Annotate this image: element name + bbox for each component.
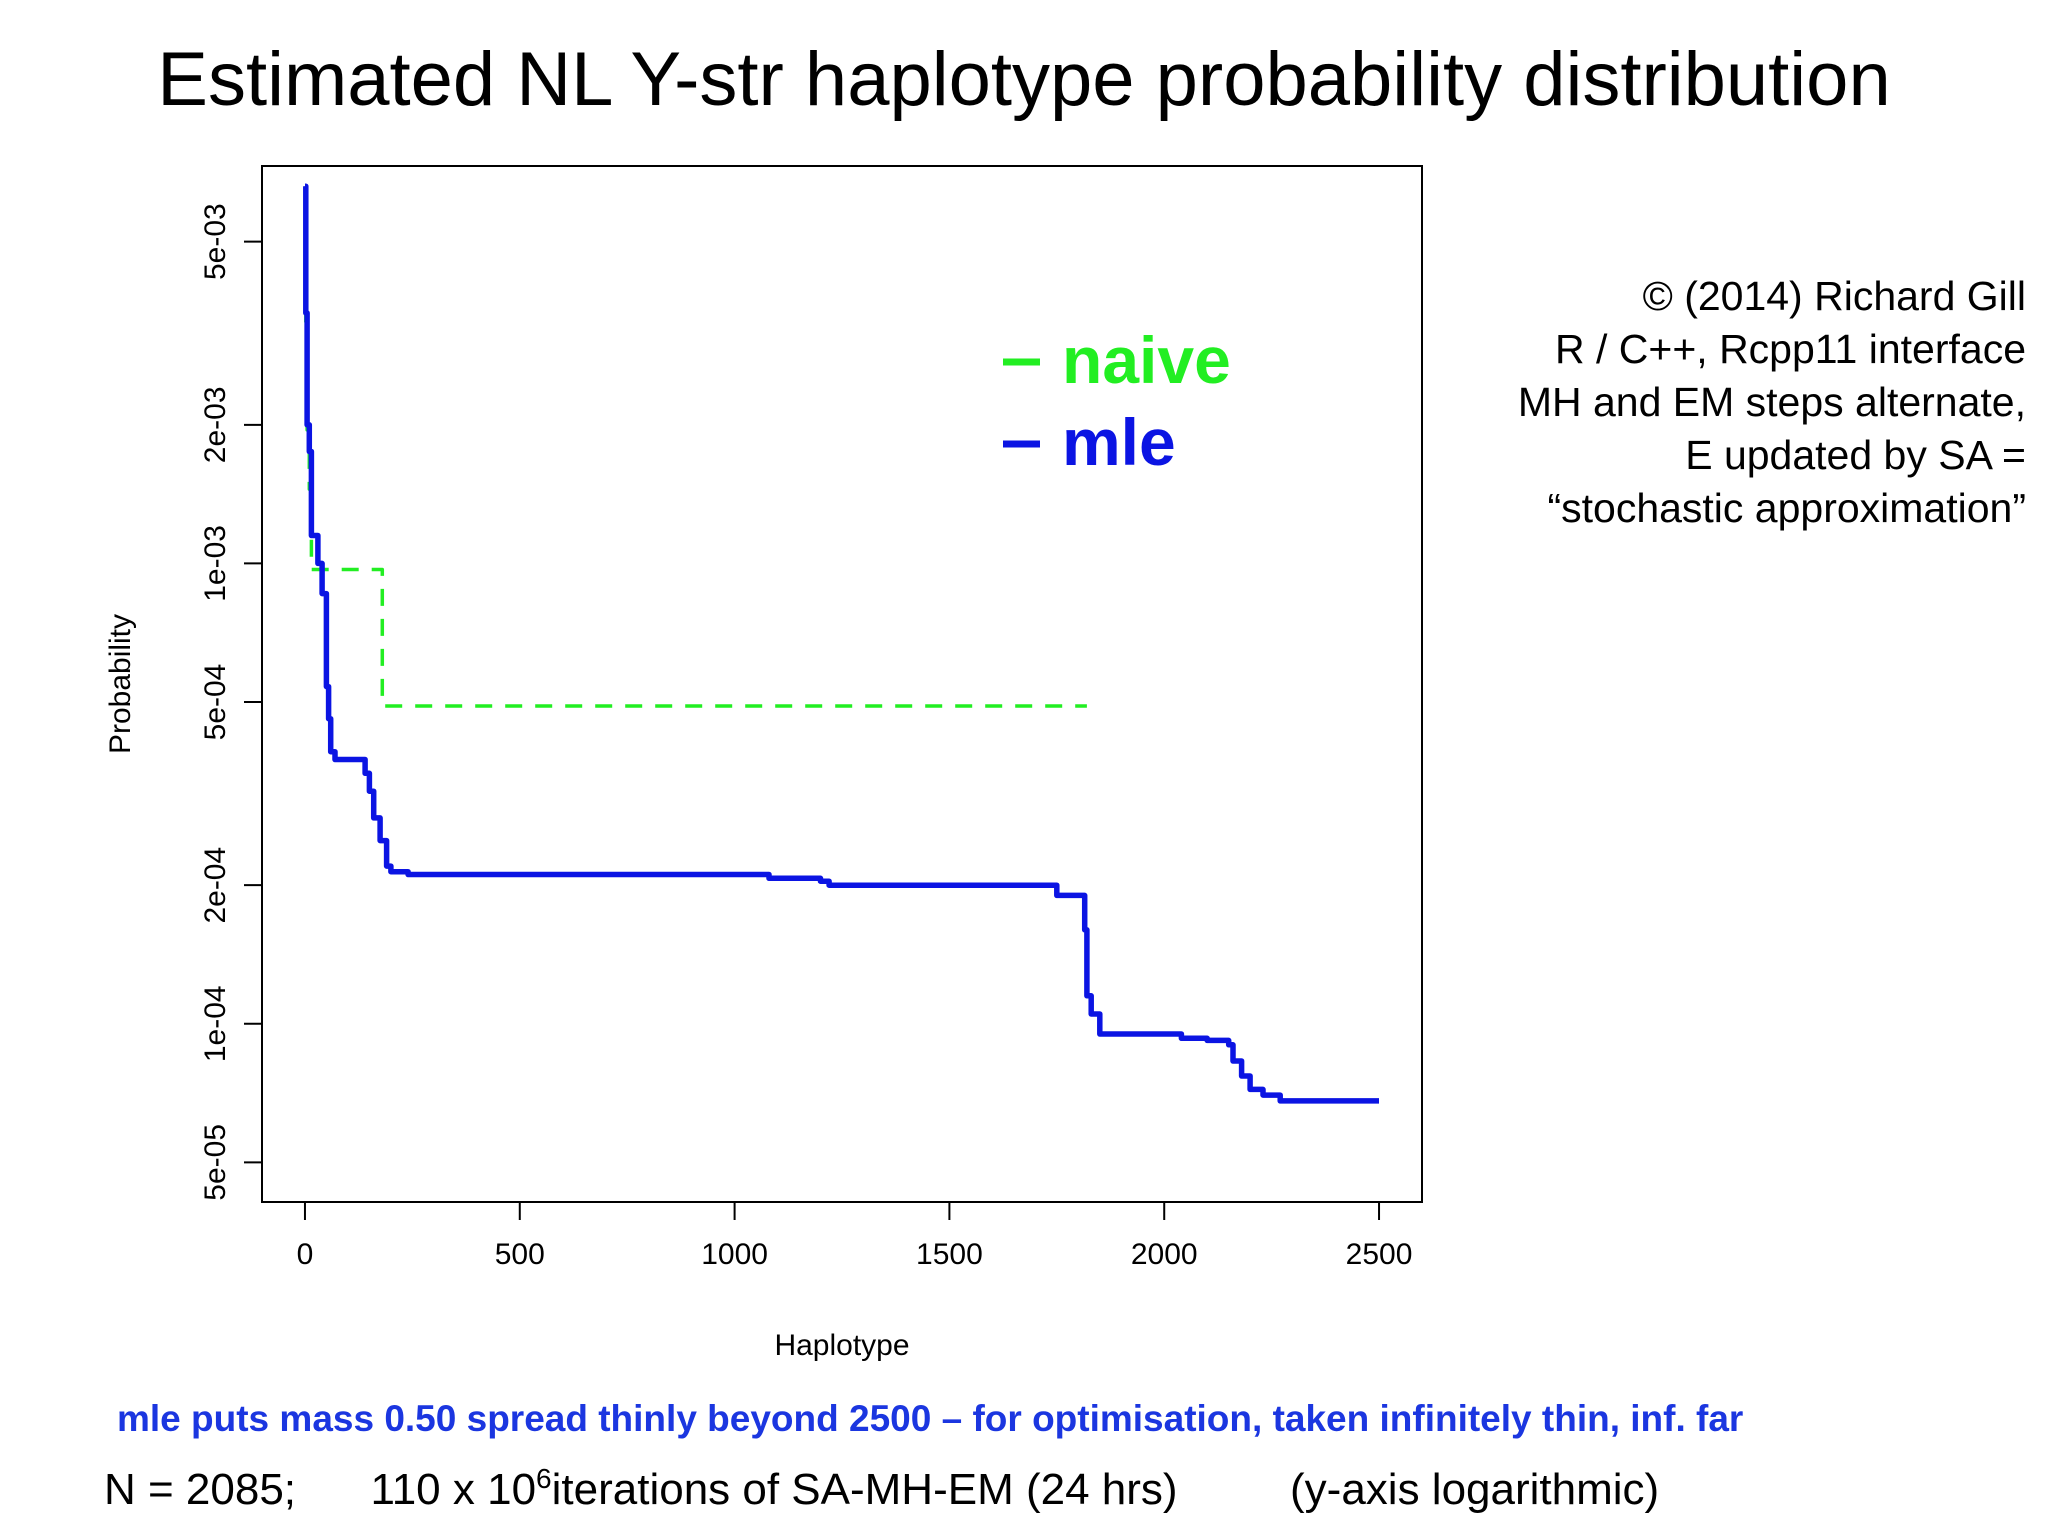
credit-line: “stochastic approximation” bbox=[1547, 485, 2026, 531]
plot-frame bbox=[261, 165, 1423, 1203]
legend-label-mle: mle bbox=[1062, 405, 1176, 479]
credit-line: R / C++, Rcpp11 interface bbox=[1555, 326, 2026, 372]
x-tick-label: 1500 bbox=[916, 1238, 983, 1271]
y-tick-label: 1e-04 bbox=[199, 985, 232, 1062]
y-axis: 5e-05 1e-04 2e-04 5e-04 1e-03 2e-03 5e-03 bbox=[199, 203, 262, 1201]
x-axis-title: Haplotype bbox=[774, 1329, 909, 1362]
x-tick-label: 2000 bbox=[1131, 1238, 1198, 1271]
page-title: Estimated NL Y-str haplotype probability… bbox=[157, 37, 1891, 122]
footer-iterations: 110 x 106 iterations of SA-MH-EM (24 hrs… bbox=[371, 1465, 1178, 1515]
y-tick-label: 5e-03 bbox=[199, 203, 232, 280]
legend-label-naive: naive bbox=[1062, 323, 1231, 397]
footer-log-note: (y-axis logarithmic) bbox=[1290, 1465, 1660, 1514]
credit-line: E updated by SA = bbox=[1685, 432, 2026, 478]
footer-exponent: 6 bbox=[536, 1463, 552, 1494]
footer-n: N = 2085; bbox=[104, 1465, 297, 1514]
y-tick-label: 2e-03 bbox=[199, 386, 232, 463]
footer-caption: N = 2085; 110 x 106 iterations of SA-MH-… bbox=[104, 1465, 1659, 1515]
x-tick-label: 1000 bbox=[701, 1238, 768, 1271]
y-tick-label: 1e-03 bbox=[199, 525, 232, 602]
legend: naive mle bbox=[1003, 323, 1231, 479]
x-tick-label: 2500 bbox=[1346, 1238, 1413, 1271]
credit-line: MH and EM steps alternate, bbox=[1517, 379, 2026, 425]
footer-iterations-base: 110 x 10 bbox=[370, 1465, 537, 1514]
legend-item-naive: naive bbox=[1003, 323, 1231, 397]
series-line-naive bbox=[304, 184, 1087, 708]
x-axis: 0 500 1000 1500 2000 2500 bbox=[297, 1202, 1413, 1271]
y-tick-label: 5e-05 bbox=[199, 1124, 232, 1201]
y-tick-label: 5e-04 bbox=[199, 664, 232, 741]
series-line-mle bbox=[303, 183, 1379, 1104]
series-layer bbox=[303, 183, 1379, 1104]
x-tick-label: 0 bbox=[297, 1238, 314, 1271]
x-tick-label: 500 bbox=[495, 1238, 545, 1271]
credits-block: © (2014) Richard Gill R / C++, Rcpp11 in… bbox=[1518, 270, 2026, 535]
footer-iterations-rest: iterations of SA-MH-EM (24 hrs) bbox=[551, 1465, 1178, 1514]
legend-item-mle: mle bbox=[1003, 405, 1176, 479]
y-axis-title: Probability bbox=[104, 614, 137, 754]
mle-note: mle puts mass 0.50 spread thinly beyond … bbox=[117, 1398, 1744, 1439]
y-tick-label: 2e-04 bbox=[199, 847, 232, 924]
credit-line: © (2014) Richard Gill bbox=[1642, 273, 2026, 319]
